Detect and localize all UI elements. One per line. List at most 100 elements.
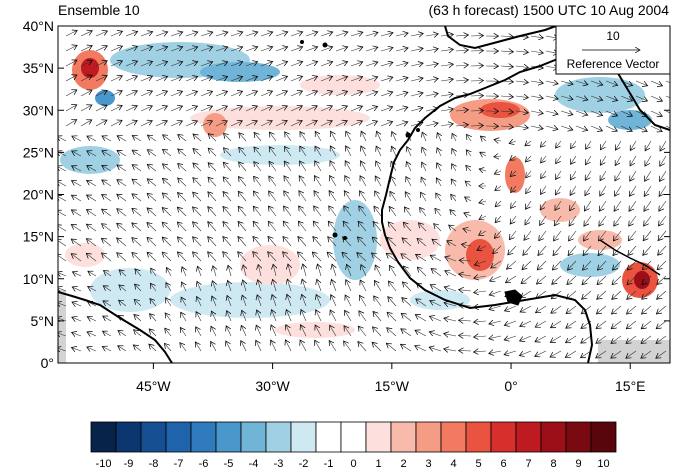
wind-vector [432,239,442,247]
wind-vector [388,297,397,307]
wind-vector [243,265,246,277]
wind-vector [415,315,427,322]
wind-vector [58,210,67,217]
wind-vector [375,265,382,277]
wind-vector [80,46,92,52]
colorbar-label: 0 [350,458,356,470]
wind-vector [58,225,67,232]
wind-vector [365,92,378,97]
wind-vector [269,191,277,202]
wind-vector [193,192,202,202]
wind-vector [147,179,157,187]
wind-vector [301,325,307,337]
wind-vector [420,207,427,217]
wind-vector [241,325,247,337]
wind-vector [185,76,198,82]
wind-vector [215,47,228,51]
wind-vector [422,132,426,142]
wind-vector [582,290,592,299]
wind-vector [132,194,142,202]
wind-vector [658,245,667,255]
wind-vector [560,111,573,115]
wind-vector [425,123,438,126]
wind-vector [320,32,333,36]
wind-vector [331,279,337,292]
wind-vector [455,35,468,36]
wind-vector [88,286,97,291]
wind-vector [390,191,397,202]
anomaly-patch [95,90,115,106]
wind-vector [494,230,502,238]
wind-vector [200,77,213,82]
wind-vector [597,290,607,299]
wind-vector [72,272,82,276]
wind-vector [118,330,127,337]
wind-vector [495,200,502,207]
wind-vector [268,206,277,217]
wind-vector [359,191,367,202]
wind-vector [102,165,112,172]
wind-vector [147,208,157,217]
wind-vector [238,237,247,247]
wind-vector [170,76,183,82]
wind-vector [164,343,172,352]
wind-vector [415,330,427,337]
wind-vector [253,206,262,217]
colorbar: -10 -9 -8 -7 -6 -5 -4 -3 -2 -1 0 1 2 3 4 5 6 7 8 9 10 [90,421,617,470]
wind-vector [550,320,562,328]
wind-vector [436,178,441,187]
colorbar-cell [490,421,517,453]
wind-vector [272,310,277,322]
wind-vector [118,346,127,352]
wind-vector [80,120,92,127]
wind-vector [644,185,652,196]
wind-vector [284,146,292,157]
wind-vector [641,350,652,358]
wind-vector [165,313,172,322]
wind-vector [58,333,67,336]
colorbar-cell [565,421,592,453]
wind-vector [552,275,562,284]
wind-vector [376,146,382,157]
wind-vector [245,62,258,67]
wind-vector [147,164,157,172]
wind-vector [586,140,592,149]
wind-vector [230,47,243,51]
wind-vector [540,215,547,225]
wind-vector [590,110,603,116]
wind-vector [445,271,457,277]
wind-vector [140,47,153,52]
wind-vector [410,108,423,111]
wind-vector [305,47,318,52]
wind-vector [193,207,202,217]
arabia-coastline [609,59,670,131]
wind-vector [627,275,637,285]
wind-vector [132,238,142,247]
wind-vector [550,335,562,342]
wind-vector [193,148,202,157]
wind-vector [305,61,318,67]
wind-vector [170,47,183,51]
wind-vector [612,275,622,285]
wind-vector [287,279,291,292]
anomaly-patch [300,75,380,95]
wind-vector [320,106,332,112]
wind-vector [345,176,352,187]
wind-vector [332,264,336,277]
wind-vector [583,230,592,241]
wind-vector [530,96,543,98]
wind-vector [335,76,348,82]
wind-vector [605,95,618,101]
wind-vector [170,106,182,112]
wind-vector [132,208,142,217]
wind-vector [253,191,262,202]
wind-vector [273,279,276,292]
wind-vector [614,200,622,211]
wind-vector [627,260,637,270]
wind-vector [110,91,122,97]
wind-vector [150,314,157,322]
wind-vector [238,177,247,187]
wind-vector [417,267,427,277]
wind-vector [185,106,198,112]
wind-vector [494,140,502,141]
